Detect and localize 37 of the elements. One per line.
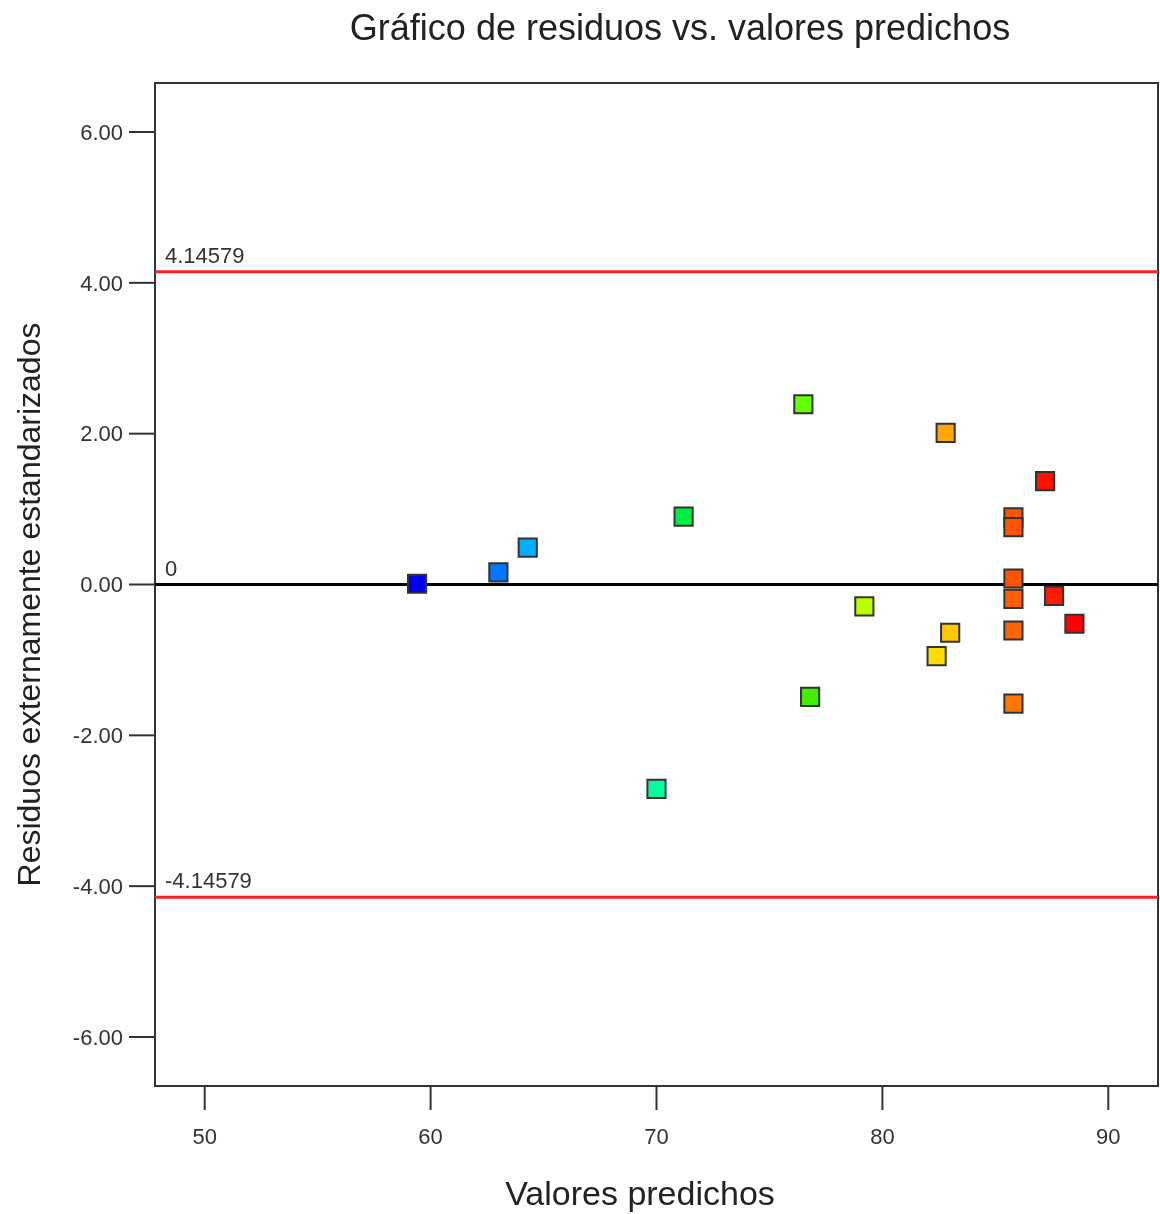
point — [406, 573, 428, 594]
point — [1003, 620, 1024, 641]
point — [1044, 585, 1065, 606]
ref-line-label: 4.14579 — [165, 242, 245, 268]
point — [793, 394, 814, 415]
point — [1003, 517, 1024, 538]
point — [1003, 588, 1024, 609]
y-tick-label: -2.00 — [72, 723, 123, 749]
y-tick-label: -6.00 — [72, 1024, 123, 1050]
point — [1064, 613, 1085, 634]
x-axis-title: Valores predichos — [505, 1174, 775, 1212]
x-tick-label: 70 — [644, 1124, 669, 1149]
point — [673, 506, 694, 527]
chart-title: Gráfico de residuos vs. valores predichos — [349, 7, 1011, 48]
x-tick-label: 50 — [192, 1124, 217, 1149]
point — [926, 646, 947, 667]
point — [646, 778, 667, 799]
point — [800, 686, 821, 707]
point — [517, 537, 538, 558]
y-axis-title: Residuos externamente estandarizados — [11, 322, 47, 887]
point — [1034, 471, 1056, 492]
ref-line-label: -4.14579 — [165, 868, 252, 894]
ref-line-label: 0 — [165, 555, 178, 581]
y-tick-label: 4.00 — [80, 270, 123, 296]
point — [1003, 693, 1024, 714]
y-tick-label: 6.00 — [80, 119, 123, 145]
point — [940, 622, 961, 643]
point — [1003, 568, 1024, 589]
x-tick-label: 80 — [870, 1124, 895, 1149]
y-tick-label: 2.00 — [80, 421, 123, 447]
y-tick-label: -4.00 — [72, 873, 123, 899]
x-tick-label: 60 — [418, 1124, 443, 1149]
point — [488, 562, 509, 583]
x-tick-label: 90 — [1096, 1124, 1121, 1149]
point — [935, 422, 956, 443]
point — [854, 596, 875, 617]
y-tick-label: 0.00 — [80, 572, 123, 598]
